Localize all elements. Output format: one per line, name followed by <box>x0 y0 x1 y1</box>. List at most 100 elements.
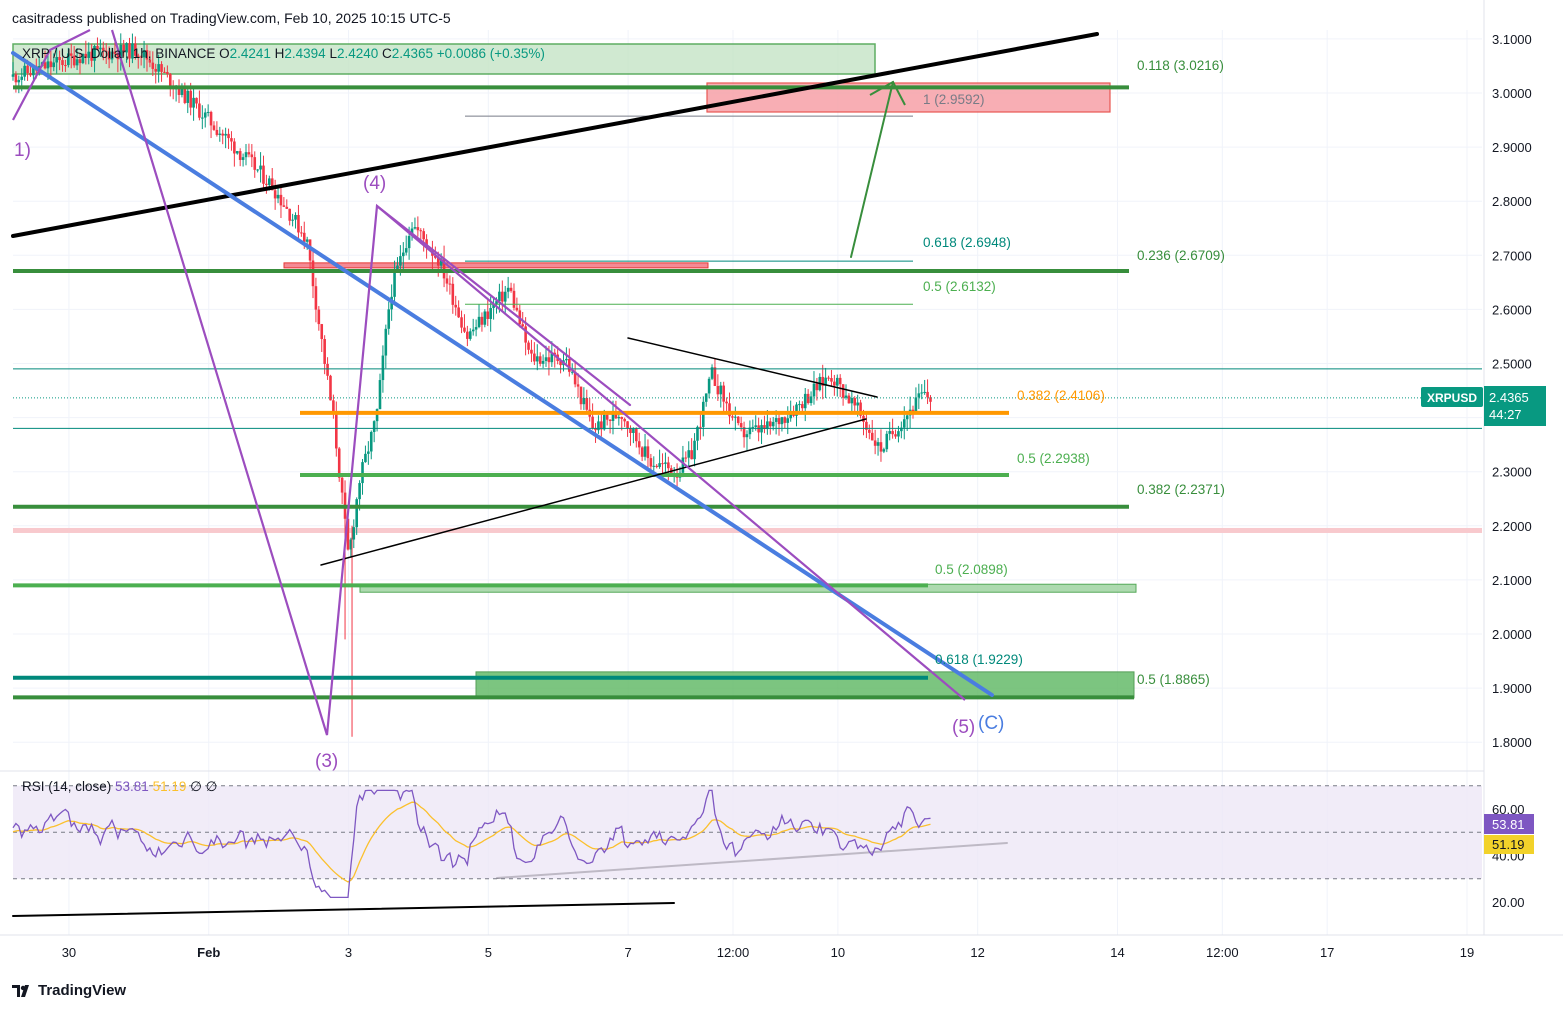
rsi-legend-part: ∅ ∅ <box>190 779 217 794</box>
candle-body <box>911 409 915 412</box>
brand-name: TradingView <box>38 982 127 999</box>
candle-body <box>81 53 85 64</box>
candle-body <box>300 232 303 234</box>
candle-body <box>270 178 274 191</box>
candle-body <box>215 129 219 135</box>
y-tick-label: 2.8000 <box>1492 194 1532 209</box>
candle-body <box>32 65 35 76</box>
candle-body <box>597 421 600 431</box>
y-tick-label: 1.8000 <box>1492 735 1532 750</box>
candle-body <box>291 219 294 221</box>
candle-body <box>454 304 458 308</box>
candle-body <box>233 141 236 154</box>
candle-body <box>142 50 146 58</box>
wave-label: (3) <box>315 751 338 772</box>
candle-body <box>186 90 190 103</box>
candle-body <box>506 287 510 292</box>
candle-body <box>608 419 612 421</box>
candle-body <box>914 397 918 412</box>
candle-body <box>844 395 848 398</box>
candle-body <box>247 152 251 155</box>
rsi-lower-trendline <box>12 902 675 917</box>
rsi-pane: RSI (14, close) 53.81 51.19 ∅ ∅ <box>12 779 1482 899</box>
candle-body <box>329 375 332 401</box>
candle-body <box>687 450 691 458</box>
candle-body <box>212 125 216 130</box>
x-tick-label: 19 <box>1460 945 1474 960</box>
candle-body <box>201 117 204 119</box>
candle-body <box>168 74 172 88</box>
candle-body <box>52 62 56 68</box>
candle-body <box>404 248 408 253</box>
candle-body <box>378 380 382 410</box>
candle-body <box>579 386 583 405</box>
wave-label: 1) <box>14 140 31 161</box>
fib-label: 0.618 (2.6948) <box>923 235 1011 250</box>
legend-part: L <box>329 46 337 61</box>
candle-body <box>585 397 589 410</box>
candle-body <box>777 418 781 425</box>
candle-body <box>527 342 530 350</box>
fib-label: 0.382 (2.2371) <box>1137 482 1225 497</box>
candle-body <box>422 231 425 240</box>
candle-body <box>471 329 475 332</box>
x-tick-label: 3 <box>345 945 352 960</box>
candle-body <box>576 384 580 387</box>
candle-body <box>477 316 481 328</box>
candle-body <box>20 76 24 80</box>
candle-body <box>868 429 871 433</box>
rsi-line <box>12 789 931 899</box>
candle-body <box>897 431 900 437</box>
candle-body <box>862 415 865 422</box>
candle-body <box>166 72 169 75</box>
candle-body <box>533 353 536 362</box>
candle-body <box>480 316 484 325</box>
candle-body <box>768 421 772 427</box>
candle-body <box>14 74 18 83</box>
candle-body <box>803 393 807 409</box>
price-badge-value: 2.4365 <box>1489 390 1529 405</box>
price-badge-countdown: 44:27 <box>1489 407 1522 422</box>
candle-body <box>55 56 58 63</box>
candle-body <box>853 398 857 406</box>
tradingview-logo-icon <box>12 984 34 998</box>
candle-body <box>314 286 318 310</box>
candle-body <box>305 239 309 242</box>
candle-body <box>824 377 827 386</box>
brand[interactable]: TradingView <box>12 982 126 999</box>
candle-body <box>209 111 213 126</box>
candle-body <box>827 377 830 379</box>
candle-body <box>710 367 714 379</box>
legend-part: C <box>382 46 392 61</box>
candle-body <box>474 327 478 330</box>
elliott-wave-4-5-upper <box>375 204 632 407</box>
y-tick-label: 2.9000 <box>1492 140 1532 155</box>
fib-label: 0.118 (3.0216) <box>1137 58 1224 73</box>
candle-body <box>929 397 932 402</box>
fib-label: 0.382 (2.4106) <box>1017 388 1105 403</box>
candle-body <box>206 111 210 113</box>
candle-body <box>550 352 554 363</box>
elliott-wave-path <box>110 29 966 736</box>
candle-body <box>364 453 367 463</box>
candle-body <box>521 324 525 327</box>
candle-body <box>375 409 379 422</box>
candle-body <box>905 415 909 420</box>
candle-body <box>751 426 755 428</box>
candle-body <box>617 417 621 419</box>
candle-body <box>614 411 618 419</box>
candle-body <box>544 357 548 361</box>
candle-body <box>393 271 396 297</box>
candle-body <box>891 431 894 435</box>
candle-body <box>806 393 810 404</box>
candle-body <box>515 307 519 311</box>
candle-body <box>69 53 73 56</box>
triangle-lower-line <box>320 418 867 566</box>
green-target-arrow <box>850 81 894 258</box>
legend-part: 2.4241 <box>230 46 275 61</box>
candle-body <box>489 308 492 319</box>
candle-body <box>87 51 91 58</box>
fib-label: 0.5 (1.8865) <box>1137 672 1210 687</box>
candle-body <box>297 214 300 233</box>
